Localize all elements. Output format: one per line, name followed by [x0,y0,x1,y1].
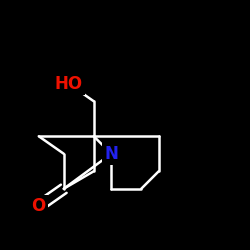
Text: O: O [32,197,46,215]
Text: N: N [104,145,118,163]
Text: HO: HO [55,75,83,93]
